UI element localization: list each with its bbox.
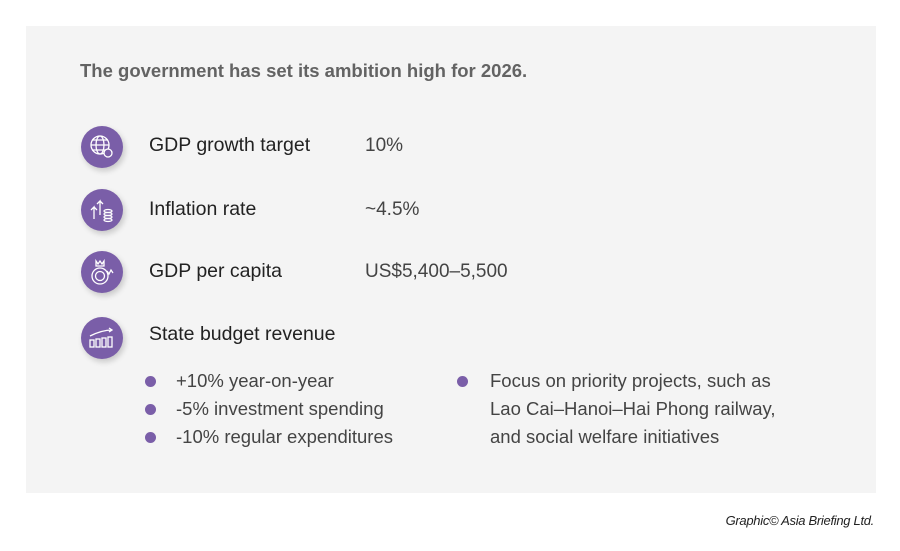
bullet-right-text: Focus on priority projects, such as Lao …: [490, 367, 776, 451]
headline: The government has set its ambition high…: [80, 60, 528, 81]
item-label: Inflation rate: [149, 198, 257, 220]
bullet-text: -5% investment spending: [176, 398, 384, 419]
bullet-text: and social welfare initiatives: [490, 426, 720, 447]
item-label: GDP per capita: [149, 260, 282, 282]
item-value: ~4.5%: [365, 199, 420, 220]
bullet-dot: [145, 404, 156, 415]
growth-coins-icon: [81, 189, 123, 231]
bullet-text: Lao Cai–Hanoi–Hai Phong railway,: [490, 398, 776, 419]
bullet-text: +10% year-on-year: [176, 370, 334, 391]
infographic-panel: [26, 26, 876, 493]
bullet-text: -10% regular expenditures: [176, 426, 393, 447]
item-value: 10%: [365, 135, 404, 156]
bullet-dot: [145, 376, 156, 387]
bullet-dot: [145, 432, 156, 443]
bullet-text: Focus on priority projects, such as: [490, 370, 771, 391]
money-bag-icon: [81, 251, 123, 293]
bullet-dot: [457, 376, 468, 387]
credit: Graphic© Asia Briefing Ltd.: [725, 513, 875, 528]
item-label: State budget revenue: [149, 323, 336, 345]
item-label: GDP growth target: [149, 134, 311, 156]
globe-search-icon: [81, 126, 123, 168]
item-value: US$5,400–5,500: [365, 261, 508, 282]
bar-chart-trend-icon: [81, 317, 123, 359]
bullet-left-list: +10% year-on-year -5% investment spendin…: [176, 367, 393, 451]
